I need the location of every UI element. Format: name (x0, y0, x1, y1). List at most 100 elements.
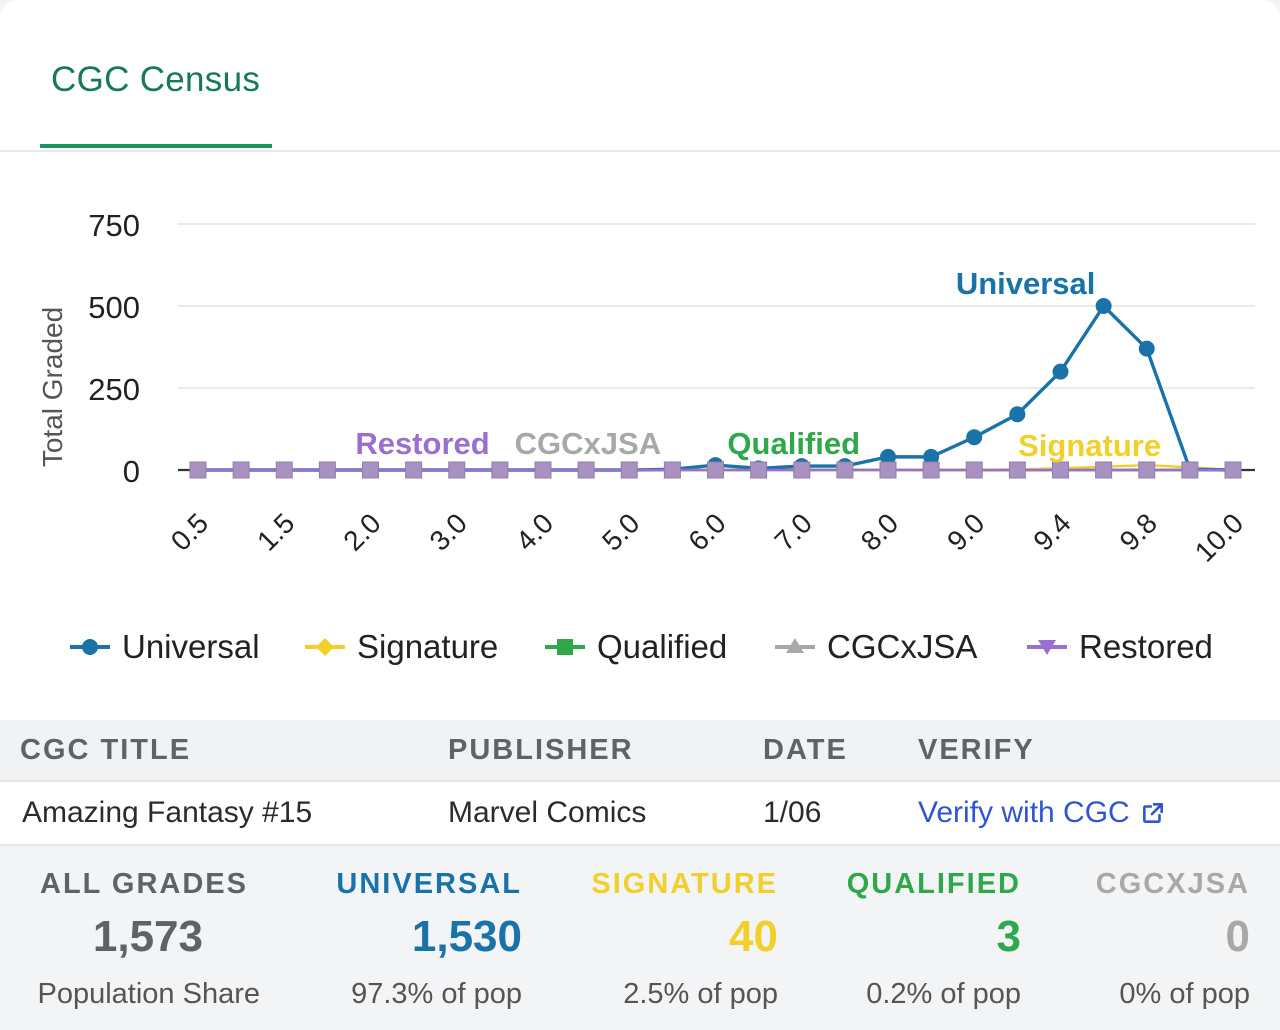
legend-label: CGCxJSA (827, 628, 978, 665)
point-restored-3-5 (491, 461, 509, 479)
legend-item-universal[interactable]: Universal (70, 622, 260, 672)
stat-share: 0% of pop (1119, 978, 1250, 1010)
point-restored-1-5 (275, 461, 293, 479)
stat-value: 0 (1225, 912, 1250, 961)
legend-symbol-cgcxjsa (775, 638, 815, 653)
y-tick-label-750: 750 (88, 208, 140, 243)
x-tick-label-0-5: 0.5 (165, 507, 214, 556)
stat-share: 97.3% of pop (351, 978, 522, 1010)
point-restored-8-0 (879, 461, 897, 479)
population-stats: ALL GRADES 1,573 Population Share UNIVERSAL… (0, 846, 1280, 1030)
stat-label: ALL GRADES (40, 868, 248, 900)
cell-title: Amazing Fantasy #15 (22, 796, 313, 829)
x-tick-label-8-0: 8.0 (855, 507, 904, 556)
chart-legend: Universal Signature Qualified CGCxJSA Restor… (0, 622, 1280, 672)
stat-value: 40 (729, 912, 778, 961)
stat-value: 1,573 (92, 912, 203, 961)
point-restored-5-5 (663, 461, 681, 479)
cell-date: 1/06 (763, 796, 822, 829)
tab-bar: CGC Census (0, 0, 1280, 152)
legend-item-signature[interactable]: Signature (305, 622, 498, 672)
point-restored-10-0 (1224, 461, 1242, 479)
y-tick-label-500: 500 (88, 290, 140, 325)
point-restored-2-5 (405, 461, 423, 479)
stat-label: QUALIFIED (846, 868, 1021, 900)
legend-label: Signature (357, 628, 499, 665)
table-row: Amazing Fantasy #15 Marvel Comics 1/06 V… (0, 782, 1280, 846)
header-verify: VERIFY (918, 734, 1035, 766)
x-tick-label-9-4: 9.4 (1027, 507, 1076, 556)
legend-symbol-restored (1027, 640, 1067, 655)
x-tick-label-3-0: 3.0 (424, 507, 473, 556)
stat-signature: SIGNATURE 40 2.5% of pop (498, 846, 778, 1030)
verify-with-cgc-link[interactable]: Verify with CGC (918, 796, 1166, 830)
point-universal-8-0 (880, 448, 896, 465)
stat-value: 1,530 (411, 912, 522, 961)
point-restored-0-5 (189, 461, 207, 479)
point-restored-9-6 (1095, 461, 1113, 479)
point-restored-3-0 (448, 461, 466, 479)
point-restored-5-0 (620, 461, 638, 479)
stat-share: 2.5% of pop (623, 978, 778, 1010)
legend-label: Universal (122, 628, 260, 665)
header-date: DATE (763, 734, 848, 766)
stat-label: CGCXJSA (1095, 868, 1250, 900)
x-tick-label-2-0: 2.0 (337, 507, 386, 556)
census-line-chart: 0 250 500 750 Total Graded 0.5 1.5 2.0 3.0 4.0 5.0… (37, 208, 1255, 568)
legend-item-qualified[interactable]: Qualified (545, 622, 727, 672)
data-label-cgcxjsa: CGCxJSA (515, 426, 661, 461)
point-universal-9-6 (1095, 298, 1112, 314)
legend-symbol-qualified (545, 639, 585, 655)
x-tick-label-1-5: 1.5 (251, 507, 300, 556)
data-label-signature: Signature (1018, 428, 1161, 463)
legend-item-restored[interactable]: Restored (1027, 622, 1213, 672)
x-tick-label-6-0: 6.0 (682, 507, 731, 556)
data-label-qualified: Qualified (727, 426, 860, 461)
table-header-row: CGC TITLE PUBLISHER DATE VERIFY (0, 720, 1280, 782)
legend-item-cgcxjsa[interactable]: CGCxJSA (775, 622, 977, 672)
point-restored-4-5 (577, 461, 595, 479)
x-tick-label-10-0: 10.0 (1189, 507, 1249, 567)
tab-label: CGC Census (51, 60, 261, 99)
legend-symbol-universal (70, 639, 110, 655)
data-label-restored: Restored (355, 426, 489, 461)
stat-label: SIGNATURE (591, 868, 778, 900)
point-universal-8-5 (923, 448, 940, 465)
x-tick-label-9-8: 9.8 (1114, 507, 1163, 556)
point-restored-1-8 (318, 461, 336, 479)
x-tick-label-5-0: 5.0 (596, 507, 645, 556)
point-restored-4-0 (534, 461, 552, 479)
stat-value: 3 (996, 912, 1021, 961)
stat-qualified: QUALIFIED 3 0.2% of pop (741, 846, 1021, 1030)
tab-cgc-census[interactable]: CGC Census (40, 52, 272, 148)
data-label-universal: Universal (956, 266, 1096, 301)
y-tick-label-250: 250 (88, 372, 140, 407)
point-universal-9-4 (1052, 363, 1069, 380)
verify-link-label: Verify with CGC (918, 796, 1130, 829)
tab-active-indicator (40, 144, 272, 148)
external-link-icon (1142, 803, 1163, 823)
point-universal-9-8 (1138, 340, 1155, 357)
cell-publisher: Marvel Comics (448, 796, 647, 829)
point-restored-7-5 (836, 461, 854, 479)
point-restored-9-9 (1181, 461, 1199, 479)
stat-share: Population Share (37, 978, 261, 1010)
point-restored-6-5 (750, 461, 768, 479)
stat-all-grades: ALL GRADES 1,573 Population Share (0, 846, 261, 1030)
legend-label: Qualified (597, 628, 728, 665)
point-restored-9-8 (1138, 461, 1156, 479)
stat-share: 0.2% of pop (866, 978, 1021, 1010)
header-cgc-title: CGC TITLE (20, 734, 192, 766)
point-universal-9-0 (966, 429, 983, 446)
point-restored-2-0 (362, 461, 379, 479)
x-tick-label-4-0: 4.0 (510, 507, 559, 556)
stat-cgcxjsa: CGCXJSA 0 0% of pop (970, 846, 1250, 1030)
point-universal-9-2 (1009, 406, 1026, 423)
y-tick-label-0: 0 (123, 454, 140, 489)
point-restored-6-0 (707, 461, 724, 479)
point-restored-1-0 (232, 461, 250, 479)
stat-label: UNIVERSAL (336, 868, 522, 900)
legend-symbol-signature (305, 638, 345, 656)
stat-universal: UNIVERSAL 1,530 97.3% of pop (242, 846, 522, 1030)
